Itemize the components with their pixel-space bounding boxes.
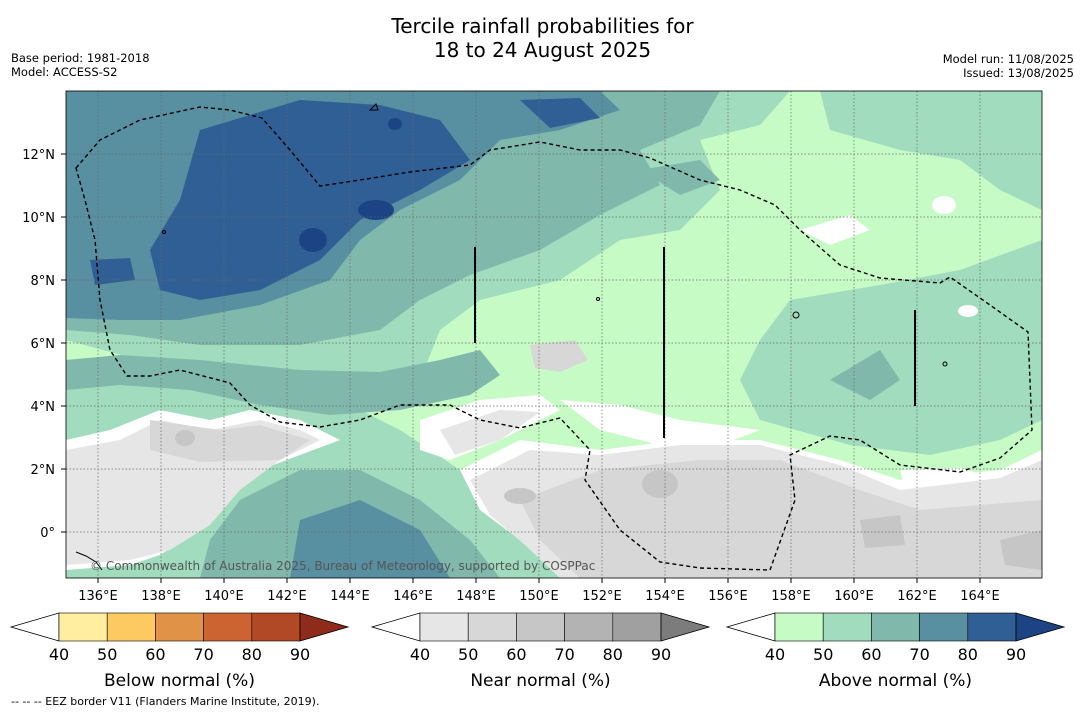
colorbar-extend-high [660,612,711,642]
lon-tick-label: 164°E [960,589,1000,604]
colorbar-segment [419,612,469,642]
lat-tick-label: 8°N [31,274,56,289]
colorbar-segment [251,612,301,642]
colorbar-tick-label: 50 [458,645,478,664]
base-period: Base period: 1981-2018 [11,51,150,65]
colorbar-tick-label: 80 [958,645,978,664]
colorbar-tick-label: 60 [506,645,526,664]
lon-tick-label: 140°E [204,589,244,604]
model-name: Model: ACCESS-S2 [11,65,118,79]
lat-tick-label: 0° [40,526,55,541]
colorbar-segment [612,612,662,642]
colorbar-tick-label: 60 [145,645,165,664]
colorbar-tick-label: 40 [765,645,785,664]
lon-tick-label: 146°E [393,589,433,604]
colorbar-title: Above normal (%) [819,671,972,691]
colorbar-tick-label: 80 [242,645,262,664]
colorbar-segment [203,612,253,642]
colorbar-segment [774,612,824,642]
issued-date: Issued: 13/08/2025 [963,66,1074,80]
lon-tick-label: 160°E [834,589,874,604]
lon-tick-label: 162°E [897,589,937,604]
title-line-2: 18 to 24 August 2025 [433,38,652,62]
colorbar-tick-label: 80 [603,645,623,664]
lon-tick-label: 144°E [330,589,370,604]
colorbar-tick-label: 70 [909,645,929,664]
colorbar-above-normal: 40 50 60 70 80 90 Above normal (%) [725,612,1066,691]
colorbar-segment [516,612,565,642]
lon-tick-label: 156°E [708,589,748,604]
lon-tick-label: 142°E [267,589,307,604]
colorbar-tick-label: 70 [554,645,574,664]
lon-tick-label: 136°E [78,589,118,604]
colorbar-title: Below normal (%) [104,671,255,691]
colorbar-near-normal: 40 50 60 70 80 90 Near normal (%) [370,612,711,691]
colorbar-segment [155,612,204,642]
colorbar-segment [871,612,920,642]
colorbar-segment [58,612,108,642]
colorbar-extend-low [9,612,60,642]
colorbar-segment [822,612,872,642]
colorbar-extend-high [1015,612,1066,642]
eez-footnote: -- -- -- EEZ border V11 (Flanders Marine… [11,695,320,708]
model-run: Model run: 11/08/2025 [942,52,1074,66]
lat-tick-label: 10°N [22,211,55,226]
colorbar-tick-label: 90 [651,645,671,664]
colorbars: 40 50 60 70 80 90 Below normal (%) 40 50 60 70 80 90… [9,612,1066,691]
gridlines [66,91,1042,578]
colorbar-below-normal: 40 50 60 70 80 90 Below normal (%) [9,612,350,691]
chart-title: Tercile rainfall probabilities for 18 to… [0,14,1085,62]
meta-right: Model run: 11/08/2025 Issued: 13/08/2025 [943,52,1074,80]
colorbar-tick-label: 50 [97,645,117,664]
colorbar-segment [106,612,156,642]
colorbar-segment [967,612,1017,642]
colorbar-segment [564,612,614,642]
lat-tick-label: 6°N [31,337,56,352]
probability-shading [66,91,1042,578]
lon-tick-label: 138°E [141,589,181,604]
colorbar-extend-low [725,612,776,642]
lon-tick-label: 148°E [456,589,496,604]
map-frame [65,90,1043,579]
copyright-text: © Commonwealth of Australia 2025, Bureau… [90,559,595,573]
lon-tick-label: 154°E [645,589,685,604]
lon-tick-label: 152°E [582,589,622,604]
colorbar-tick-label: 90 [1006,645,1026,664]
colorbar-tick-label: 50 [813,645,833,664]
colorbar-segment [467,612,517,642]
colorbar-tick-label: 60 [861,645,881,664]
colorbar-tick-label: 90 [290,645,310,664]
lon-tick-label: 158°E [771,589,811,604]
colorbar-segment [919,612,969,642]
lat-tick-label: 4°N [31,400,56,415]
meta-left: Base period: 1981-2018 Model: ACCESS-S2 [11,51,150,79]
lat-tick-label: 12°N [22,148,55,163]
eez-borders [75,106,1033,571]
lon-tick-label: 150°E [519,589,559,604]
boundary-lines [474,247,916,438]
islands [75,103,948,571]
colorbar-extend-low [370,612,421,642]
longitude-ticks: 136°E 138°E 140°E 142°E 144°E 146°E 148°E 150°E… [78,578,1000,604]
lat-tick-label: 2°N [31,463,56,478]
title-line-1: Tercile rainfall probabilities for [391,14,694,38]
colorbar-extend-high [299,612,350,642]
colorbar-tick-label: 40 [49,645,69,664]
colorbar-tick-label: 40 [410,645,430,664]
latitude-ticks: 12°N 10°N 8°N 6°N 4°N 2°N 0° [22,148,66,541]
colorbar-tick-label: 70 [193,645,213,664]
colorbar-title: Near normal (%) [470,671,610,691]
